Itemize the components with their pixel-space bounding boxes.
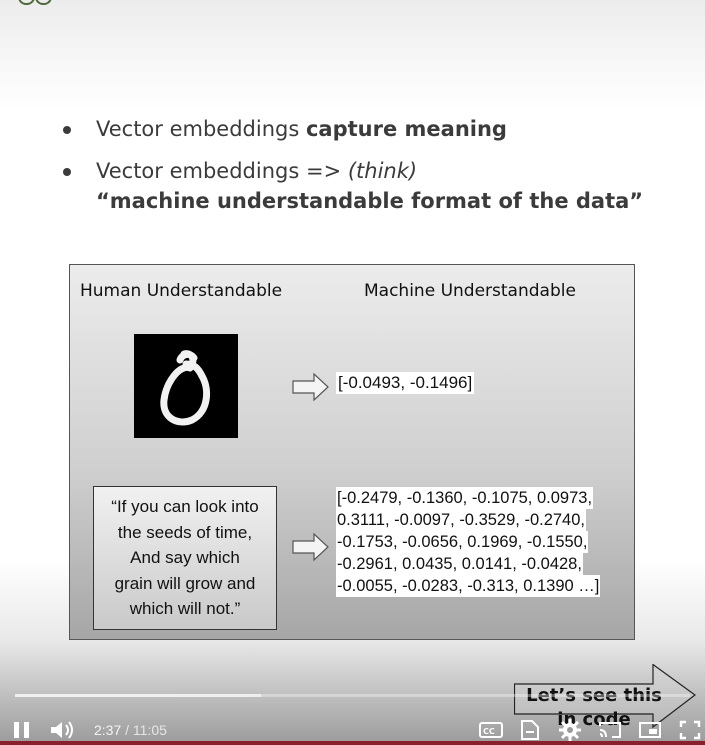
player-controls: 2:37 / 11:05 CC [0,716,705,745]
bullet-capture-meaning: Vector embeddings capture meaning [60,114,680,144]
pause-button[interactable] [12,716,32,744]
text-vector-line: -0.2961, 0.0435, 0.0141, -0.0428, [336,553,583,575]
bullet-think: Vector embeddings => (think) “machine un… [60,156,680,216]
quote-line: And say which [130,548,240,568]
text-vector: [-0.2479, -0.1360, -0.1075, 0.0973, 0.31… [336,487,634,597]
quote-line: grain will grow and [114,573,256,593]
machine-heading: Machine Understandable [364,281,576,301]
svg-text:CC: CC [483,727,495,736]
settings-icon [559,719,581,741]
channel-logo [18,0,52,5]
bullet-strong: capture meaning [305,117,507,141]
time-separator: / [121,722,133,738]
page-bottom-bar [0,741,705,745]
captions-icon: CC [479,722,503,738]
arrow-right-icon [292,372,329,402]
cast-icon [599,722,621,738]
bullet-text: Vector embeddings => [96,159,348,183]
current-time: 2:37 [94,722,122,738]
played-progress [15,694,175,697]
bullet-dot [63,168,71,176]
text-vector-line: 0.3111, -0.0097, -0.3529, -0.2740, [336,509,586,531]
fullscreen-button[interactable] [679,716,701,744]
next-arrow-icon [514,664,696,728]
handwritten-zero-image [134,334,238,438]
text-vector-line: -0.0055, -0.0283, -0.313, 0.1390 …] [336,575,601,597]
miniplayer-icon [639,722,661,738]
bullet-text: Vector embeddings [96,117,306,141]
human-heading: Human Understandable [80,281,283,301]
transcript-button[interactable] [519,716,541,744]
quote-box: “If you can look into the seeds of time,… [93,486,277,630]
progress-bar[interactable] [15,694,690,697]
embedding-diagram: Human Understandable Machine Understanda… [69,264,635,640]
quote-line: “If you can look into [111,497,259,517]
arrow-right-icon [292,532,329,562]
mute-button[interactable] [50,716,76,744]
text-vector-line: [-0.2479, -0.1360, -0.1075, 0.0973, [336,487,594,509]
bullet-dot [63,126,71,134]
captions-button[interactable]: CC [479,716,503,744]
volume-icon [51,721,73,739]
quote-line: which will not.” [129,599,241,619]
endscreen-next-video-card[interactable]: Let’s see this in code [514,664,696,730]
slide-bullets: Vector embeddings capture meaning Vector… [60,114,680,228]
time-display: 2:37 / 11:05 [94,722,167,738]
transcript-icon [521,720,539,740]
miniplayer-button[interactable] [638,716,662,744]
cast-button[interactable] [598,716,622,744]
bullet-definition: “machine understandable format of the da… [96,189,644,213]
image-vector-text: [-0.0493, -0.1496] [336,372,475,394]
text-vector-line: -0.1753, -0.0656, 0.1969, -0.1550, [336,531,589,553]
bullet-emphasis: (think) [347,159,418,183]
fullscreen-icon [679,720,701,740]
duration: 11:05 [132,722,167,738]
settings-button[interactable] [558,716,582,744]
pause-icon [14,722,29,738]
quote-line: the seeds of time, [117,522,253,542]
